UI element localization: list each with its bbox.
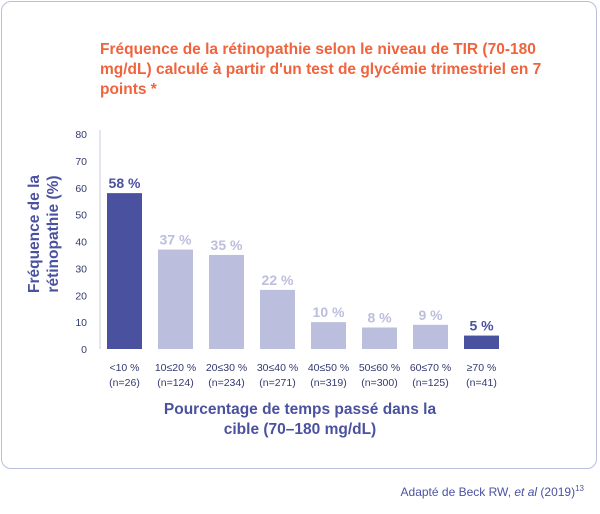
x-tick-label: 20≤30 %	[206, 362, 247, 374]
y-tick-label: 30	[75, 263, 87, 275]
bar-value-label: 10 %	[313, 304, 345, 320]
source-ref: 13	[575, 484, 584, 493]
bar-value-label: 5 %	[469, 318, 494, 334]
x-tick-count-label: (n=234)	[208, 377, 244, 389]
y-tick-label: 60	[75, 183, 87, 195]
y-tick-label: 10	[75, 317, 87, 329]
x-tick-count-label: (n=124)	[157, 377, 193, 389]
bar	[413, 324, 448, 349]
x-tick-label: 50≤60 %	[359, 362, 400, 374]
x-tick-label: <10 %	[109, 362, 139, 374]
bar-value-label: 35 %	[211, 237, 243, 253]
x-tick-count-label: (n=125)	[412, 377, 448, 389]
y-tick-label: 80	[75, 129, 87, 141]
x-tick-label: 10≤20 %	[155, 362, 196, 374]
bar-value-label: 8 %	[367, 310, 392, 326]
bar-value-label: 9 %	[418, 307, 443, 323]
x-axis-label: Pourcentage de temps passé dans la cible…	[163, 401, 437, 438]
bar	[464, 335, 499, 349]
y-tick-label: 0	[81, 344, 87, 356]
x-tick-label: ≥70 %	[467, 362, 497, 374]
x-tick-count-label: (n=41)	[466, 377, 497, 389]
source-italic: et al	[514, 485, 538, 499]
bar-value-label: 37 %	[160, 232, 192, 248]
y-tick-label: 20	[75, 290, 87, 302]
source-prefix: Adapté de Beck RW,	[400, 485, 515, 499]
y-tick-label: 50	[75, 210, 87, 222]
bar	[107, 193, 142, 349]
x-tick-count-label: (n=271)	[259, 377, 295, 389]
x-tick-count-label: (n=300)	[361, 377, 397, 389]
bar	[362, 327, 397, 349]
x-tick-label: 60≤70 %	[410, 362, 451, 374]
x-tick-label: 40≤50 %	[308, 362, 349, 374]
bar-value-label: 22 %	[262, 272, 294, 288]
bar	[209, 254, 244, 349]
chart-title: Fréquence de la rétinopathie selon le ni…	[100, 41, 542, 98]
y-tick-label: 70	[75, 156, 87, 168]
bar	[260, 289, 295, 349]
x-tick-label: 30≤40 %	[257, 362, 298, 374]
x-tick-count-label: (n=319)	[310, 377, 346, 389]
bar	[158, 249, 193, 349]
source-citation: Adapté de Beck RW, et al (2019)13	[401, 484, 584, 499]
y-tick-label: 40	[75, 237, 87, 249]
bar-value-label: 58 %	[109, 175, 141, 191]
x-tick-count-label: (n=26)	[109, 377, 140, 389]
source-suffix: (2019)	[537, 485, 576, 499]
bar	[311, 322, 346, 349]
